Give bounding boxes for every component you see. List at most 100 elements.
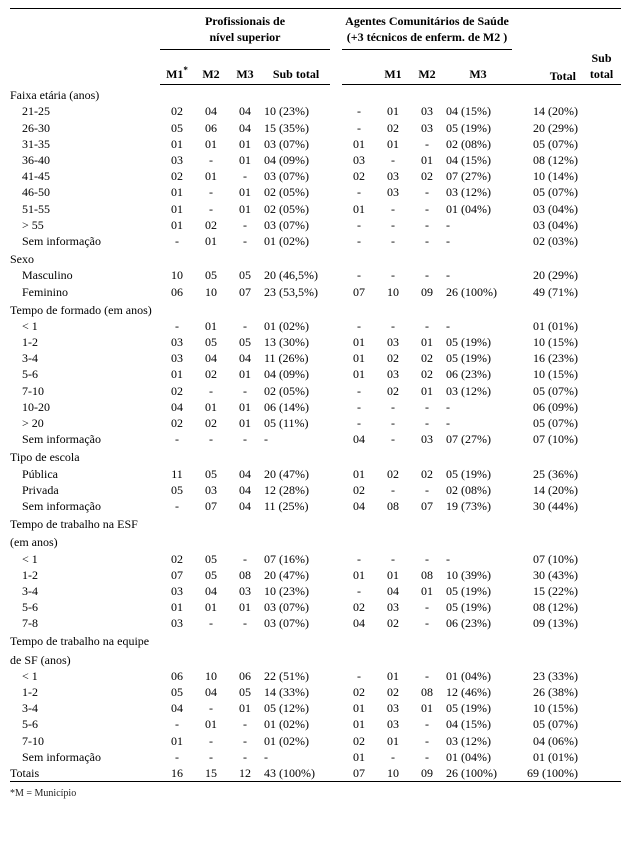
cell-subtotal: 05 (19%) (444, 334, 512, 350)
row-label: < 1 (10, 318, 160, 334)
cell-total: 10 (14%) (512, 168, 582, 184)
cell: 07 (410, 498, 444, 514)
cell-subtotal: 02 (08%) (444, 136, 512, 152)
gap (330, 366, 342, 382)
cell: - (410, 733, 444, 749)
cell: 02 (342, 168, 376, 184)
cell: 04 (194, 583, 228, 599)
cell: 04 (228, 498, 262, 514)
cell: 01 (160, 217, 194, 233)
cell: 02 (194, 217, 228, 233)
cell: - (228, 551, 262, 567)
cell: 01 (342, 136, 376, 152)
cell: 08 (410, 684, 444, 700)
table-row: 5-6-01-01 (02%)0103-04 (15%)05 (07%) (10, 716, 621, 732)
cell: 02 (160, 168, 194, 184)
row-label: 51-55 (10, 201, 160, 217)
cell-subtotal: 05 (19%) (444, 583, 512, 599)
cell: - (342, 318, 376, 334)
cell: - (410, 551, 444, 567)
table-row: 5-601010103 (07%)0203-05 (19%)08 (12%) (10, 599, 621, 615)
cell: 10 (376, 284, 410, 300)
cell: 04 (342, 615, 376, 631)
cell: 10 (194, 284, 228, 300)
cell: - (342, 217, 376, 233)
section-title: Tipo de escola (10, 447, 582, 465)
cell: 04 (160, 399, 194, 415)
section-title: Faixa etária (anos) (10, 85, 582, 104)
cell-total: 05 (07%) (512, 184, 582, 200)
cell-subtotal: 10 (23%) (262, 583, 330, 599)
cell: - (376, 201, 410, 217)
cell: 01 (194, 318, 228, 334)
cell-subtotal: 26 (100%) (444, 765, 512, 782)
table-row: < 106100622 (51%)-01-01 (04%)23 (33%) (10, 668, 621, 684)
cell-subtotal: 05 (12%) (262, 700, 330, 716)
cell-subtotal: 43 (100%) (262, 765, 330, 782)
cell: 03 (376, 334, 410, 350)
header-group-2: Agentes Comunitários de Saúde (+3 técnic… (342, 9, 512, 50)
gap (330, 498, 342, 514)
cell: 03 (376, 700, 410, 716)
gap (330, 399, 342, 415)
cell: 04 (228, 120, 262, 136)
section-subtitle: (em anos) (10, 532, 582, 550)
cell-subtotal: 04 (15%) (444, 152, 512, 168)
cell-subtotal: 01 (02%) (262, 318, 330, 334)
row-label: 5-6 (10, 599, 160, 615)
cell: 01 (342, 466, 376, 482)
cell: 01 (228, 700, 262, 716)
cell-subtotal: 23 (53,5%) (262, 284, 330, 300)
header-m1-a: M1* (160, 50, 194, 85)
cell: 01 (410, 583, 444, 599)
cell: - (410, 716, 444, 732)
gap (330, 684, 342, 700)
cell: 05 (160, 120, 194, 136)
row-label: 41-45 (10, 168, 160, 184)
cell: 07 (342, 765, 376, 782)
cell: 03 (160, 152, 194, 168)
cell-subtotal: 20 (47%) (262, 567, 330, 583)
cell: - (376, 749, 410, 765)
cell-subtotal: 02 (05%) (262, 201, 330, 217)
cell: - (410, 201, 444, 217)
table-row: 5-601020104 (09%)01030206 (23%)10 (15%) (10, 366, 621, 382)
cell-total: 05 (07%) (512, 383, 582, 399)
cell-subtotal: 03 (07%) (262, 615, 330, 631)
cell-subtotal: 02 (08%) (444, 482, 512, 498)
cell-subtotal: 20 (47%) (262, 466, 330, 482)
cell-total: 08 (12%) (512, 152, 582, 168)
cell-subtotal: 05 (19%) (444, 599, 512, 615)
cell: 16 (160, 765, 194, 782)
section-row: Faixa etária (anos) (10, 85, 621, 104)
cell: - (376, 233, 410, 249)
cell-subtotal: 10 (39%) (444, 567, 512, 583)
cell-subtotal: 03 (12%) (444, 733, 512, 749)
cell-total: 49 (71%) (512, 284, 582, 300)
cell-total: 10 (15%) (512, 700, 582, 716)
cell: - (160, 431, 194, 447)
cell: 01 (376, 733, 410, 749)
cell: 01 (228, 201, 262, 217)
cell: 02 (376, 350, 410, 366)
cell: 05 (194, 267, 228, 283)
table-row: 3-403040310 (23%)-040105 (19%)15 (22%) (10, 583, 621, 599)
cell: 04 (194, 684, 228, 700)
cell-subtotal: 05 (11%) (262, 415, 330, 431)
cell: - (194, 201, 228, 217)
gap (330, 599, 342, 615)
cell: - (342, 551, 376, 567)
table-row: Sem informação----04-0307 (27%)07 (10%) (10, 431, 621, 447)
cell-subtotal: 01 (04%) (444, 749, 512, 765)
cell-subtotal: 07 (27%) (444, 431, 512, 447)
cell: 02 (342, 599, 376, 615)
cell: 01 (376, 567, 410, 583)
cell: 01 (376, 668, 410, 684)
table-row: 1-205040514 (33%)02020812 (46%)26 (38%) (10, 684, 621, 700)
cell: 02 (194, 415, 228, 431)
row-label: 1-2 (10, 684, 160, 700)
section-row: Tipo de escola (10, 447, 621, 465)
row-label: Privada (10, 482, 160, 498)
cell: 02 (160, 415, 194, 431)
cell-subtotal: - (444, 318, 512, 334)
